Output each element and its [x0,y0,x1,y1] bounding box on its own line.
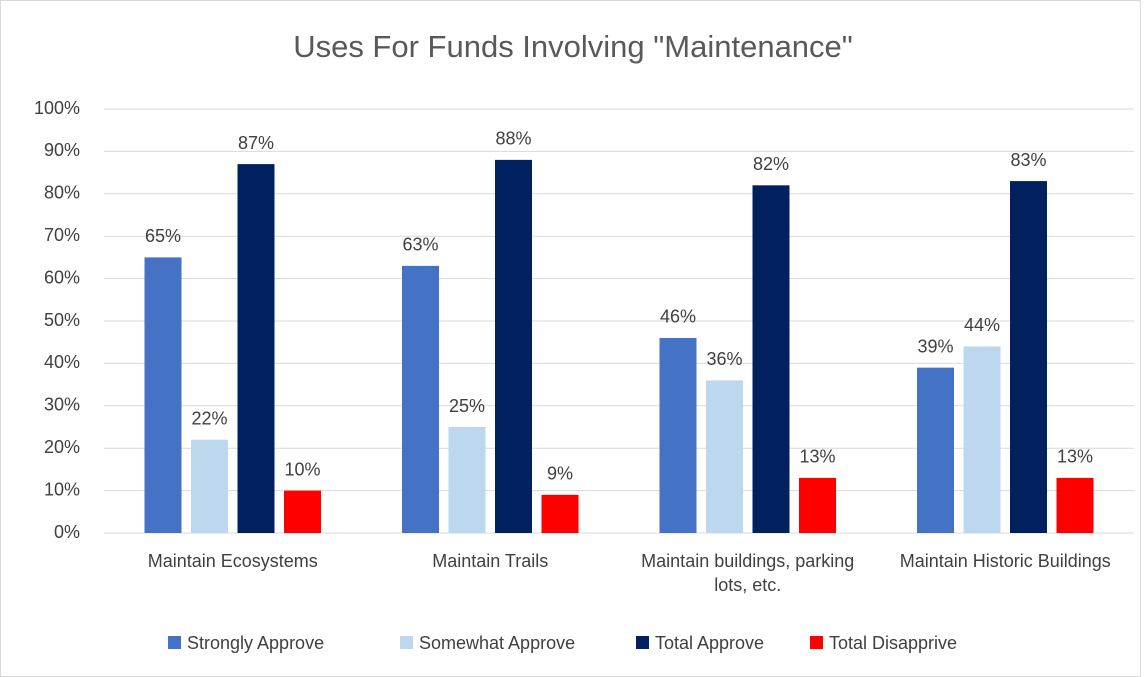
y-tick-label: 30% [44,395,80,415]
x-tick-label: Maintain Ecosystems [147,551,318,571]
y-tick-label: 70% [44,225,80,245]
value-label: 46% [660,307,696,327]
bar [799,477,836,533]
bar [752,185,790,533]
y-tick-label: 90% [44,140,80,160]
chart-title: Uses For Funds Involving "Maintenance" [293,29,853,64]
value-label: 82% [753,154,789,174]
bar [402,265,439,533]
x-tick-label: Maintain Historic Buildings [899,551,1111,571]
legend-swatch [636,636,649,649]
bar [495,159,532,533]
value-label: 13% [1057,447,1093,467]
value-label: 25% [449,396,485,416]
legend-swatch [810,636,823,649]
bar [448,427,486,533]
bar [191,439,228,533]
bar [144,257,182,533]
legend-label: Total Disapprive [829,633,957,653]
y-tick-label: 50% [44,310,80,330]
y-tick-label: 40% [44,352,80,372]
legend-label: Strongly Approve [187,633,324,653]
bar [706,380,743,533]
legend-label: Somewhat Approve [419,633,575,653]
y-tick-label: 100% [34,98,80,118]
x-tick-label: Maintain buildings, parking lots, etc. [641,551,855,595]
y-tick-label: 80% [44,183,80,203]
value-label: 13% [799,447,835,467]
value-label: 9% [547,464,573,484]
value-label: 65% [145,226,181,246]
bar [237,164,275,533]
value-label: 87% [238,133,274,153]
bar [659,337,697,533]
bar [541,494,579,533]
y-tick-label: 0% [54,522,80,542]
value-label: 22% [191,408,227,428]
value-label: 63% [402,235,438,255]
value-label: 36% [706,349,742,369]
bar [1010,181,1047,533]
bar [917,367,954,533]
legend-swatch [168,636,181,649]
y-tick-label: 10% [44,479,80,499]
value-label: 88% [495,129,531,149]
value-label: 83% [1010,150,1046,170]
y-tick-label: 60% [44,267,80,287]
value-label: 10% [284,459,320,479]
bar [284,490,321,533]
legend-swatch [400,636,413,649]
y-tick-label: 20% [44,437,80,457]
legend-label: Total Approve [655,633,764,653]
x-tick-label: Maintain Trails [432,551,549,571]
bar [963,346,1001,533]
value-label: 44% [964,315,1000,335]
value-label: 39% [917,336,953,356]
bar [1056,477,1094,533]
